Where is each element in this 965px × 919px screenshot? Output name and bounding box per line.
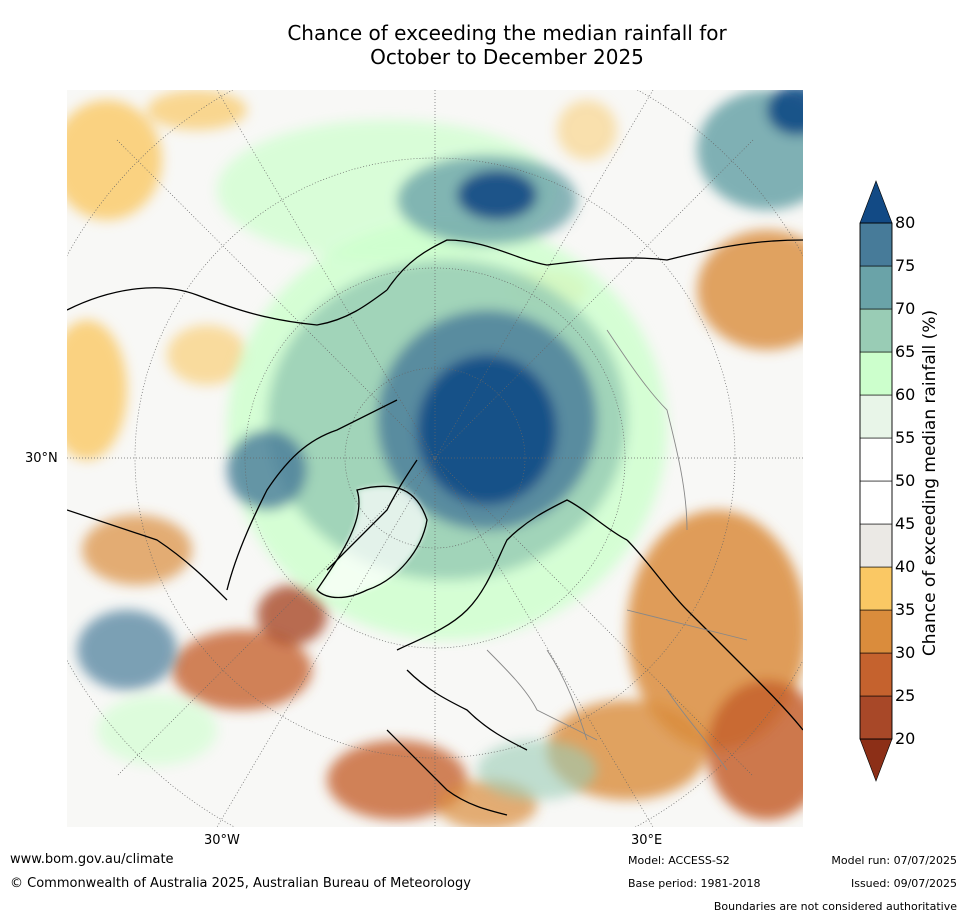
colorbar-tick-label: 70: [895, 299, 916, 318]
colorbar-tick-label: 50: [895, 471, 916, 490]
colorbar-extend-low: [859, 738, 893, 782]
footer-model-run: Model run: 07/07/2025: [831, 854, 957, 867]
colorbar-tick-label: 20: [895, 729, 916, 748]
graticule: [67, 90, 803, 827]
colorbar-tick-label: 25: [895, 686, 916, 705]
colorbar-segment: [859, 652, 893, 697]
colorbar-tick-label: 60: [895, 385, 916, 404]
colorbar-tick-label: 55: [895, 428, 916, 447]
colorbar-segment: [859, 351, 893, 396]
colorbar: [859, 180, 893, 782]
colorbar-segment: [859, 308, 893, 353]
map-title: Chance of exceeding the median rainfall …: [0, 21, 965, 69]
longitude-label-30w: 30°W: [204, 833, 240, 848]
colorbar-tick-label: 35: [895, 600, 916, 619]
colorbar-tick-label: 40: [895, 557, 916, 576]
colorbar-segment: [859, 566, 893, 611]
colorbar-tick-label: 75: [895, 256, 916, 275]
footer-url[interactable]: www.bom.gov.au/climate: [10, 852, 174, 867]
footer-issued: Issued: 09/07/2025: [850, 877, 957, 890]
colorbar-extend-high: [859, 180, 893, 224]
dry-regions: [67, 90, 803, 827]
colorbar-tick-label: 45: [895, 514, 916, 533]
country-borders: [486, 329, 748, 771]
footer-copyright: © Commonwealth of Australia 2025, Austra…: [10, 876, 471, 891]
colorbar-segment: [859, 394, 893, 439]
footer-disclaimer: Boundaries are not considered authoritat…: [713, 900, 957, 913]
map-title-line-1: Chance of exceeding the median rainfall …: [287, 21, 727, 45]
rainfall-map-canvas: [67, 90, 803, 827]
colorbar-segment: [859, 695, 893, 740]
colorbar-segment: [859, 609, 893, 654]
map-title-line-2: October to December 2025: [370, 45, 644, 69]
rainfall-map[interactable]: [67, 90, 803, 827]
wet-regions: [77, 90, 803, 800]
colorbar-segment: [859, 437, 893, 482]
colorbar-tick-label: 30: [895, 643, 916, 662]
latitude-label-30n: 30°N: [25, 451, 58, 466]
colorbar-title: Chance of exceeding median rainfall (%): [920, 309, 940, 657]
colorbar-segment: [859, 222, 893, 267]
footer-base-period: Base period: 1981-2018: [628, 877, 761, 890]
colorbar-segment: [859, 480, 893, 525]
colorbar-tick-label: 65: [895, 342, 916, 361]
colorbar-segment: [859, 265, 893, 310]
colorbar-segment: [859, 523, 893, 568]
coastlines: [67, 239, 803, 816]
colorbar-tick-label: 80: [895, 213, 916, 232]
footer-model: Model: ACCESS-S2: [628, 854, 730, 867]
longitude-label-30e: 30°E: [631, 833, 663, 848]
